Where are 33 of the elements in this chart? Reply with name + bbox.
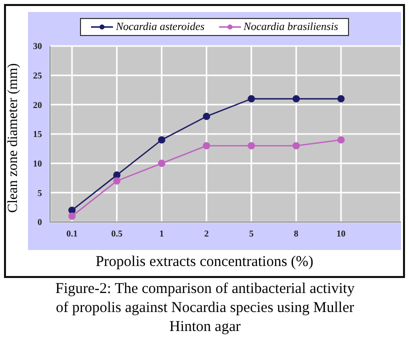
y-axis-title: Clean zone diameter (mm) <box>6 63 22 213</box>
text: Figure-2: The comparison of antibacterial activity of propolis against Nocardia species using Muller Hinton agar <box>54 280 356 337</box>
point <box>113 177 120 185</box>
point <box>337 95 345 102</box>
point <box>202 112 210 120</box>
y-tick-label: 0 <box>38 217 42 228</box>
point <box>248 95 255 102</box>
y-tick-label: 20 <box>33 100 42 110</box>
point <box>68 212 76 220</box>
point <box>158 136 166 144</box>
point <box>248 142 255 150</box>
legend-label: Nocardia asteroides <box>116 21 205 33</box>
point <box>68 206 76 214</box>
point <box>158 160 166 167</box>
point <box>292 142 300 150</box>
x-tick-label: 1 <box>159 228 164 238</box>
legend-label: Nocardia brasiliensis <box>244 21 338 33</box>
y-tick-label: 25 <box>33 70 42 81</box>
x-tick-label: 0.1 <box>66 228 78 238</box>
point <box>337 136 345 144</box>
y-tick-label: 15 <box>33 129 42 140</box>
x-tick-label: 0.5 <box>111 228 123 238</box>
y-tick-label: 30 <box>33 41 42 52</box>
x-tick-label: 8 <box>294 228 299 238</box>
point <box>202 142 210 150</box>
x-tick-label: 10 <box>336 228 346 238</box>
x-tick-label: 5 <box>249 228 254 238</box>
point <box>292 95 300 102</box>
y-tick-label: 5 <box>38 188 42 198</box>
x-axis-title: Propolis extracts concentrations (%) <box>94 254 314 271</box>
point <box>113 171 120 179</box>
x-tick-label: 2 <box>204 228 210 238</box>
y-tick-label: 10 <box>33 158 42 169</box>
